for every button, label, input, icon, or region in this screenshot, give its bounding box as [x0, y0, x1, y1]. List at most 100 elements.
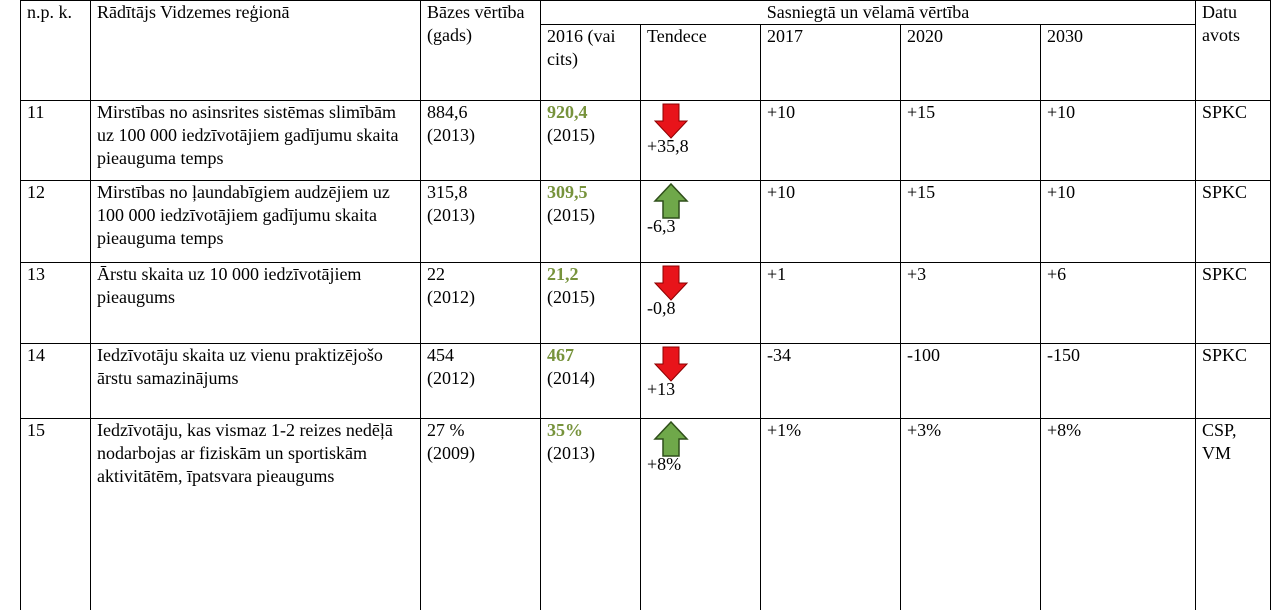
table-cell: +3	[900, 262, 1041, 344]
cell-text: 11	[27, 102, 45, 122]
table-cell: 467 (2014)	[540, 343, 641, 419]
cell-text: (2014)	[547, 368, 595, 388]
table-cell: +1%	[760, 418, 901, 610]
table-cell: 22 (2012)	[420, 262, 541, 344]
table-cell: 309,5 (2015)	[540, 180, 641, 263]
cell-text: +13	[647, 379, 676, 399]
table-cell: -34	[760, 343, 901, 419]
table-cell: +15	[900, 100, 1041, 181]
cell-text: SPKC	[1202, 102, 1248, 122]
table-cell: Mirstības no ļaundabīgiem audzējiem uz 1…	[90, 180, 421, 263]
cell-text: -6,3	[647, 216, 676, 236]
cell-text: 309,5	[547, 182, 588, 202]
trend-arrow-down	[653, 265, 689, 301]
cell-text: 467	[547, 345, 574, 365]
cell-text: -100	[907, 345, 940, 365]
cell-text: -34	[767, 345, 791, 365]
table-cell: SPKC	[1195, 100, 1271, 181]
header-cell: Rādītājs Vidzemes reģionā	[90, 0, 421, 101]
table-cell: +10	[760, 180, 901, 263]
cell-text: +1%	[767, 420, 802, 440]
table-cell: 454 (2012)	[420, 343, 541, 419]
cell-text: (2015)	[547, 287, 595, 307]
cell-text: SPKC	[1202, 345, 1248, 365]
cell-text: +15	[907, 182, 936, 202]
table-cell: +10	[760, 100, 901, 181]
header-cell: Bāzes vērtība (gads)	[420, 0, 541, 101]
header-cell: Tendece	[640, 24, 761, 101]
table-cell: 14	[20, 343, 91, 419]
cell-text: +35,8	[647, 136, 689, 156]
cell-text: +10	[767, 182, 796, 202]
cell-text: Mirstības no asinsrites sistēmas slimībā…	[97, 102, 399, 168]
table-cell: +3%	[900, 418, 1041, 610]
cell-text: (2015)	[547, 125, 595, 145]
table-cell: -6,3	[640, 180, 761, 263]
header-cell: n.p. k.	[20, 0, 91, 101]
table-cell: 884,6 (2013)	[420, 100, 541, 181]
trend-arrow-down	[653, 103, 689, 139]
table-cell: Ārstu skaita uz 10 000 iedzīvotājiem pie…	[90, 262, 421, 344]
cell-text: +1	[767, 264, 787, 284]
cell-text: 920,4	[547, 102, 588, 122]
cell-text: +8%	[647, 454, 682, 474]
header-cell: 2020	[900, 24, 1041, 101]
cell-text: 15	[27, 420, 45, 440]
table-cell: 35% (2013)	[540, 418, 641, 610]
table-row: 11 Mirstības no asinsrites sistēmas slimī…	[20, 100, 1271, 181]
table-cell: +8%	[640, 418, 761, 610]
cell-text: 884,6	[427, 102, 468, 122]
table-cell: +13	[640, 343, 761, 419]
table-cell: -150	[1040, 343, 1196, 419]
cell-text: +10	[1047, 182, 1076, 202]
table-cell: CSP, VM	[1195, 418, 1271, 610]
cell-text: 12	[27, 182, 45, 202]
table-cell: +10	[1040, 180, 1196, 263]
cell-text: (2013)	[547, 443, 595, 463]
header-cell: 2030	[1040, 24, 1196, 101]
table-cell: 27 % (2009)	[420, 418, 541, 610]
table-cell: +10	[1040, 100, 1196, 181]
table-cell: 15	[20, 418, 91, 610]
table-cell: +8%	[1040, 418, 1196, 610]
cell-text: 22	[427, 264, 445, 284]
cell-text: +3	[907, 264, 927, 284]
cell-text: 454	[427, 345, 454, 365]
table-cell: 11	[20, 100, 91, 181]
table-cell: 21,2 (2015)	[540, 262, 641, 344]
header-cell: Datu avots	[1195, 0, 1271, 101]
cell-text: +3%	[907, 420, 942, 440]
cell-text: Mirstības no ļaundabīgiem audzējiem uz 1…	[97, 182, 390, 248]
table-cell: -100	[900, 343, 1041, 419]
cell-text: +6	[1047, 264, 1067, 284]
header-cell: 2016 (vai cits)	[540, 24, 641, 101]
trend-arrow-up	[653, 183, 689, 219]
trend-arrow-down	[653, 346, 689, 382]
table-cell: SPKC	[1195, 180, 1271, 263]
cell-text: Ārstu skaita uz 10 000 iedzīvotājiem pie…	[97, 264, 362, 307]
table-cell: SPKC	[1195, 262, 1271, 344]
table-cell: 315,8 (2013)	[420, 180, 541, 263]
cell-text: -0,8	[647, 298, 676, 318]
table-cell: 13	[20, 262, 91, 344]
header-cell: 2017	[760, 24, 901, 101]
table-cell: Mirstības no asinsrites sistēmas slimībā…	[90, 100, 421, 181]
header-cell: Sasniegtā un vēlamā vērtība	[540, 0, 1196, 25]
indicator-table: n.p. k. Rādītājs Vidzemes reģionā Bāzes …	[20, 0, 1271, 610]
cell-text: +10	[1047, 102, 1076, 122]
cell-text: (2015)	[547, 205, 595, 225]
cell-text: 14	[27, 345, 45, 365]
cell-text: (2013)	[427, 205, 475, 225]
cell-text: CSP, VM	[1202, 420, 1237, 463]
cell-text: 21,2	[547, 264, 579, 284]
table-cell: 920,4 (2015)	[540, 100, 641, 181]
cell-text: (2012)	[427, 368, 475, 388]
cell-text: +10	[767, 102, 796, 122]
cell-text: 315,8	[427, 182, 468, 202]
table-cell: Iedzīvotāju, kas vismaz 1-2 reizes nedēļ…	[90, 418, 421, 610]
cell-text: +8%	[1047, 420, 1082, 440]
cell-text: 35%	[547, 420, 583, 440]
table-cell: -0,8	[640, 262, 761, 344]
cell-text: 13	[27, 264, 45, 284]
